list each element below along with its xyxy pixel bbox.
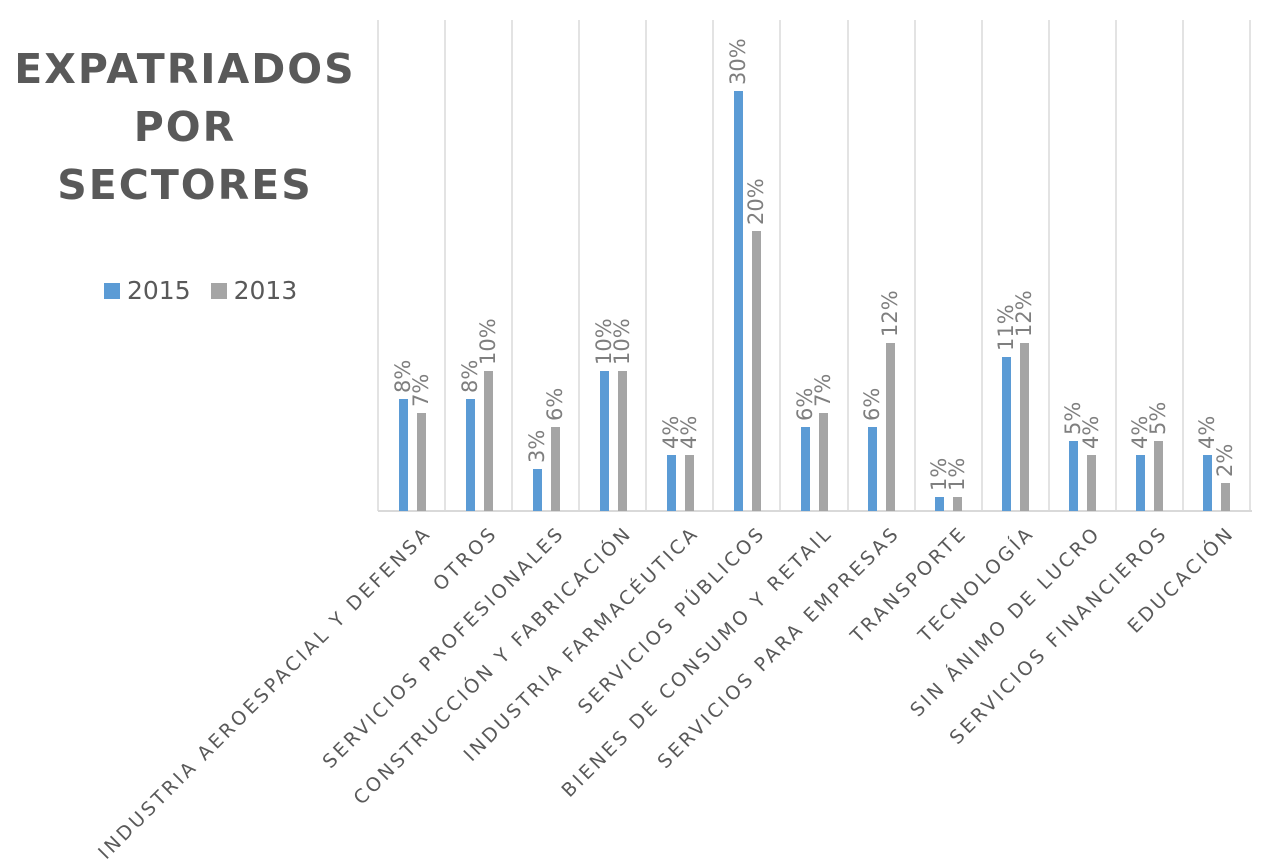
bar-2013-2 — [550, 427, 560, 511]
data-label: 3% — [524, 429, 549, 463]
legend-label-2013: 2013 — [233, 276, 298, 305]
title-line-2: POR — [133, 103, 237, 151]
bar-2013-0 — [416, 413, 426, 511]
gridline — [444, 20, 447, 511]
gridline — [779, 20, 782, 511]
data-label: 12% — [878, 290, 903, 337]
chart-title: EXPATRIADOS POR SECTORES — [10, 40, 360, 214]
data-label: 5% — [1146, 401, 1171, 435]
bar-2013-1 — [483, 371, 493, 511]
bar-2015-8 — [935, 497, 945, 511]
category-label: SERVICIOS PROFESIONALES — [318, 522, 570, 773]
data-label: 4% — [676, 415, 701, 449]
legend-item-2013: 2013 — [210, 276, 298, 305]
gridline — [1047, 20, 1050, 511]
legend-label-2015: 2015 — [127, 276, 191, 305]
bar-2013-3 — [617, 371, 627, 511]
legend-item-2015: 2015 — [104, 276, 191, 305]
data-label: 6% — [860, 387, 885, 421]
legend-swatch-2013-icon — [210, 282, 227, 299]
gridline — [1114, 20, 1117, 511]
bar-2015-7 — [868, 427, 878, 511]
gridline — [846, 20, 849, 511]
data-label: 7% — [811, 373, 835, 407]
gridline — [377, 20, 379, 511]
data-label: 12% — [1012, 290, 1037, 337]
bar-2015-10 — [1069, 441, 1079, 511]
data-label: 2% — [1213, 443, 1238, 477]
title-line-1: EXPATRIADOS — [14, 45, 356, 93]
category-label: SERVICIOS PARA EMPRESAS — [653, 522, 905, 774]
gridline — [1181, 20, 1184, 511]
bar-2013-7 — [886, 343, 896, 511]
bar-2015-1 — [465, 399, 475, 511]
bar-2015-2 — [532, 469, 542, 511]
bar-2013-4 — [684, 455, 694, 511]
gridline — [578, 20, 581, 511]
gridline — [712, 20, 715, 511]
bar-2015-5 — [733, 91, 743, 511]
bar-2013-10 — [1087, 455, 1097, 511]
gridline — [645, 20, 648, 511]
bar-2013-9 — [1020, 343, 1030, 511]
bar-2015-4 — [666, 455, 676, 511]
bar-2013-11 — [1154, 441, 1164, 511]
data-label: 10% — [609, 318, 634, 365]
data-label: 6% — [542, 387, 567, 421]
legend-swatch-2015-icon — [104, 282, 120, 299]
gridline — [1249, 20, 1251, 511]
x-axis-line — [378, 510, 1252, 512]
data-label: 7% — [408, 373, 433, 407]
data-label: 1% — [945, 457, 970, 491]
plot-area: 8% 8% 3% 10% 4% 30% 6% 6% 1% 11% 5% 4% 4% 7% 10% 6% 10% 4… — [94, 20, 1252, 864]
title-line-3: SECTORES — [57, 161, 313, 209]
bar-2013-8 — [953, 497, 963, 511]
category-label: TECNOLOGÍA — [914, 522, 1040, 647]
chart-legend: 2015 2013 — [104, 276, 317, 305]
category-label: INDUSTRIA FARMACÉUTICA — [459, 522, 704, 766]
category-label: TRANSPORTE — [846, 522, 972, 648]
data-label: 20% — [743, 178, 768, 225]
bar-2013-6 — [819, 413, 828, 511]
bar-2015-12 — [1203, 455, 1213, 511]
bar-2013-12 — [1221, 483, 1231, 511]
gridline — [913, 20, 916, 511]
bar-2015-9 — [1002, 357, 1012, 511]
bar-2015-11 — [1136, 455, 1146, 511]
bar-2015-0 — [398, 399, 408, 511]
bar-2015-6 — [801, 427, 810, 511]
data-label: 4% — [1079, 415, 1104, 449]
gridline — [511, 20, 514, 511]
bar-2013-5 — [751, 231, 761, 511]
data-label: 10% — [475, 318, 500, 365]
gridline — [980, 20, 983, 511]
bar-2015-3 — [599, 371, 609, 511]
data-label: 30% — [725, 38, 750, 85]
